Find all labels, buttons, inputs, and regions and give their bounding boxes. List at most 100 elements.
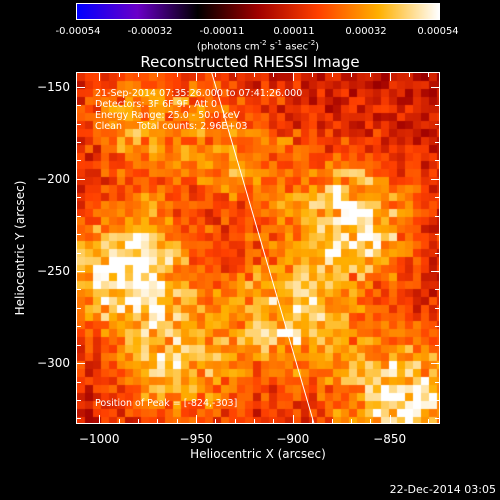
y-minor-tick-right bbox=[435, 418, 439, 420]
x-tick-label: −1000 bbox=[78, 432, 120, 446]
y-minor-tick bbox=[77, 400, 81, 402]
colorbar-tick-label: -0.00032 bbox=[127, 26, 173, 37]
y-minor-tick bbox=[77, 142, 81, 144]
y-minor-tick bbox=[77, 252, 81, 254]
y-minor-tick-right bbox=[435, 197, 439, 199]
y-major-tick bbox=[77, 363, 85, 365]
x-minor-tick bbox=[370, 419, 372, 423]
y-axis-label: Heliocentric Y (arcsec) bbox=[13, 180, 27, 316]
y-major-tick bbox=[77, 178, 85, 180]
y-minor-tick-right bbox=[435, 105, 439, 107]
y-minor-tick-right bbox=[435, 381, 439, 383]
colorbar-gradient bbox=[77, 4, 439, 19]
x-minor-tick bbox=[428, 419, 430, 423]
info-energy-range: Energy Range: 25.0 - 50.0 keV bbox=[95, 110, 240, 121]
y-minor-tick-right bbox=[435, 400, 439, 402]
x-tick-label: −900 bbox=[276, 432, 310, 446]
x-major-tick-top bbox=[292, 73, 294, 81]
colorbar-tick-label: 0.00011 bbox=[273, 26, 315, 37]
y-minor-tick-right bbox=[435, 234, 439, 236]
y-minor-tick-right bbox=[435, 252, 439, 254]
x-major-tick bbox=[292, 415, 294, 423]
y-minor-tick bbox=[77, 418, 81, 420]
x-minor-tick-top bbox=[331, 73, 333, 77]
plot-area: 21-Sep-2014 07:35:26.000 to 07:41:26.000… bbox=[76, 72, 440, 424]
y-major-tick-right bbox=[431, 363, 439, 365]
x-minor-tick bbox=[350, 419, 352, 423]
y-minor-tick-right bbox=[435, 289, 439, 291]
y-minor-tick bbox=[77, 215, 81, 217]
x-major-tick-top bbox=[389, 73, 391, 81]
x-minor-tick bbox=[234, 419, 236, 423]
y-major-tick bbox=[77, 86, 85, 88]
x-minor-tick-top bbox=[118, 73, 120, 77]
y-minor-tick-right bbox=[435, 344, 439, 346]
y-tick-label: −300 bbox=[37, 356, 70, 371]
y-minor-tick-right bbox=[435, 326, 439, 328]
x-minor-tick-top bbox=[428, 73, 430, 77]
y-tick-label: −200 bbox=[37, 171, 70, 186]
y-minor-tick bbox=[77, 381, 81, 383]
colorbar-tick-label: 0.00032 bbox=[345, 26, 387, 37]
x-minor-tick bbox=[215, 419, 217, 423]
colorbar bbox=[76, 3, 440, 20]
x-minor-tick bbox=[137, 419, 139, 423]
y-minor-tick-right bbox=[435, 215, 439, 217]
x-major-tick-top bbox=[196, 73, 198, 81]
limb-line bbox=[211, 73, 315, 423]
footer-date: 22-Dec-2014 03:05 bbox=[389, 483, 496, 496]
x-minor-tick-top bbox=[176, 73, 178, 77]
y-minor-tick bbox=[77, 160, 81, 162]
x-tick-label: −950 bbox=[179, 432, 213, 446]
x-major-tick bbox=[196, 415, 198, 423]
x-minor-tick bbox=[118, 419, 120, 423]
y-minor-tick-right bbox=[435, 142, 439, 144]
heatmap-canvas bbox=[77, 73, 439, 423]
x-minor-tick bbox=[312, 419, 314, 423]
x-minor-tick-top bbox=[254, 73, 256, 77]
x-tick-label: −850 bbox=[373, 432, 407, 446]
x-minor-tick bbox=[254, 419, 256, 423]
x-minor-tick-top bbox=[409, 73, 411, 77]
x-minor-tick-top bbox=[234, 73, 236, 77]
x-major-tick-top bbox=[99, 73, 101, 81]
y-major-tick-right bbox=[431, 271, 439, 273]
y-minor-tick bbox=[77, 105, 81, 107]
y-major-tick bbox=[77, 271, 85, 273]
y-minor-tick bbox=[77, 326, 81, 328]
y-minor-tick bbox=[77, 234, 81, 236]
x-minor-tick-top bbox=[370, 73, 372, 77]
y-tick-label: −150 bbox=[37, 79, 70, 94]
x-major-tick bbox=[389, 415, 391, 423]
x-minor-tick bbox=[409, 419, 411, 423]
info-peak-position: Position of Peak = [-824,-303] bbox=[95, 398, 238, 409]
y-major-tick-right bbox=[431, 178, 439, 180]
x-minor-tick bbox=[273, 419, 275, 423]
y-minor-tick bbox=[77, 289, 81, 291]
plot-title: Reconstructed RHESSI Image bbox=[140, 53, 360, 71]
info-clean-counts: Clean Total counts: 2.96E+03 bbox=[95, 121, 248, 132]
x-minor-tick-top bbox=[273, 73, 275, 77]
info-time-range: 21-Sep-2014 07:35:26.000 to 07:41:26.000 bbox=[95, 88, 303, 99]
x-axis-label: Heliocentric X (arcsec) bbox=[190, 447, 326, 461]
x-minor-tick-top bbox=[157, 73, 159, 77]
y-minor-tick bbox=[77, 307, 81, 309]
y-minor-tick bbox=[77, 123, 81, 125]
x-minor-tick-top bbox=[215, 73, 217, 77]
x-major-tick bbox=[99, 415, 101, 423]
y-minor-tick bbox=[77, 344, 81, 346]
y-minor-tick-right bbox=[435, 307, 439, 309]
x-minor-tick bbox=[157, 419, 159, 423]
x-minor-tick-top bbox=[350, 73, 352, 77]
y-minor-tick bbox=[77, 197, 81, 199]
x-minor-tick-top bbox=[137, 73, 139, 77]
y-minor-tick-right bbox=[435, 160, 439, 162]
y-tick-label: −250 bbox=[37, 264, 70, 279]
y-major-tick-right bbox=[431, 86, 439, 88]
x-minor-tick bbox=[176, 419, 178, 423]
y-minor-tick-right bbox=[435, 123, 439, 125]
colorbar-tick-label: -0.00011 bbox=[199, 26, 245, 37]
colorbar-units-label: (photons cm-2 s-1 asec-2) bbox=[196, 39, 320, 53]
colorbar-tick-label: 0.00054 bbox=[417, 26, 459, 37]
colorbar-tick-label: -0.00054 bbox=[55, 26, 101, 37]
